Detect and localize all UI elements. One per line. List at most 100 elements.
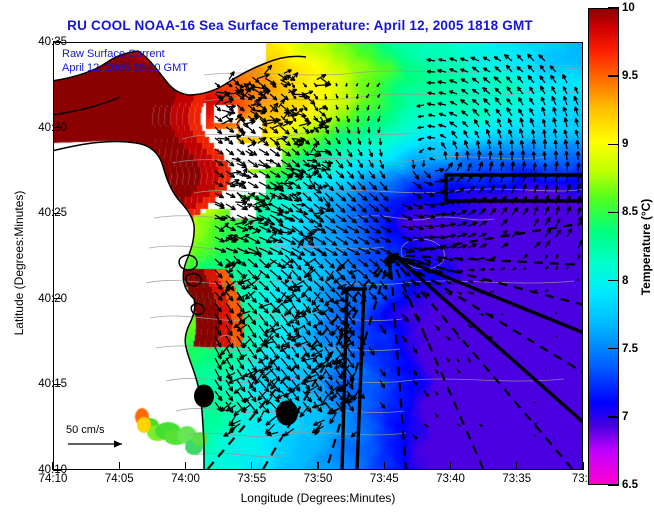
current-vector-arrow xyxy=(533,163,536,171)
current-vector-arrow xyxy=(259,149,269,155)
current-vector-arrow xyxy=(556,206,559,215)
current-vector-arrow xyxy=(532,152,535,161)
current-vector-arrow xyxy=(318,248,327,256)
current-vector-arrow xyxy=(323,197,330,207)
x-tick-label: 73:35 xyxy=(502,473,531,485)
current-vector-arrow xyxy=(242,404,251,411)
current-vector-arrow xyxy=(424,215,435,219)
current-vector-arrow xyxy=(435,391,438,395)
current-vector-arrow xyxy=(554,140,557,149)
current-vector-arrow xyxy=(472,78,479,83)
map-canvas xyxy=(54,43,582,469)
current-vector-arrow xyxy=(444,151,447,160)
current-vector-arrow xyxy=(567,267,568,270)
current-vector-arrow xyxy=(413,435,417,439)
current-vector-arrow xyxy=(438,81,446,84)
current-vector-arrow xyxy=(472,99,479,105)
current-vector-arrow xyxy=(468,358,470,362)
current-vector-arrow xyxy=(248,127,255,134)
current-vector-arrow xyxy=(479,257,485,259)
current-vector-arrow xyxy=(534,435,536,436)
current-vector-arrow xyxy=(501,243,508,248)
current-vector-arrow xyxy=(369,226,381,233)
current-vector-arrow xyxy=(303,248,315,256)
current-vector-arrow xyxy=(301,289,308,298)
current-vector-arrow xyxy=(299,122,311,126)
current-vector-arrow xyxy=(369,138,372,145)
current-vector-arrow xyxy=(257,74,270,79)
current-vector-arrow xyxy=(449,112,457,116)
current-vector-arrow xyxy=(215,116,222,122)
current-vector-arrow xyxy=(248,142,257,147)
current-vector-arrow xyxy=(259,127,268,133)
current-vector-arrow xyxy=(464,131,468,139)
current-vector-arrow xyxy=(578,240,582,248)
current-vector-arrow xyxy=(490,208,496,215)
colorbar-tick-mark xyxy=(608,416,619,417)
current-vector-arrow xyxy=(457,163,462,172)
current-vector-arrow xyxy=(402,237,412,241)
colorbar-tick-mark xyxy=(608,280,619,281)
current-vector-arrow xyxy=(452,131,457,138)
current-vector-arrow xyxy=(215,83,220,87)
current-vector-arrow xyxy=(424,259,431,263)
current-vector-arrow xyxy=(281,160,292,167)
current-vector-arrow xyxy=(310,172,317,178)
current-vector-arrow xyxy=(556,336,557,337)
current-vector-arrow xyxy=(510,140,514,149)
current-vector-arrow xyxy=(347,204,356,211)
current-vector-arrow xyxy=(402,292,409,299)
current-vector-arrow xyxy=(483,99,490,106)
current-vector-arrow xyxy=(215,402,221,411)
current-vector-arrow xyxy=(292,369,300,380)
current-vector-arrow xyxy=(325,402,333,413)
current-vector-arrow xyxy=(424,182,433,185)
x-tick-label: 73:40 xyxy=(436,473,465,485)
current-vector-arrow xyxy=(498,141,501,150)
current-vector-arrow xyxy=(300,406,309,417)
current-vector-arrow xyxy=(215,248,226,252)
x-tick-mark xyxy=(119,462,120,470)
current-vector-arrow xyxy=(350,371,356,381)
current-vector-arrow xyxy=(435,202,445,206)
current-vector-arrow xyxy=(490,291,494,292)
current-vector-arrow xyxy=(336,94,338,98)
current-vector-arrow xyxy=(457,292,461,294)
current-vector-arrow xyxy=(479,269,485,271)
current-vector-arrow xyxy=(540,86,545,94)
current-vector-arrow xyxy=(427,70,435,73)
current-vector-arrow xyxy=(304,164,317,168)
current-vector-arrow xyxy=(468,281,473,283)
current-vector-arrow xyxy=(534,402,536,403)
current-vector-arrow xyxy=(495,88,501,94)
current-vector-arrow xyxy=(270,204,282,211)
current-vector-arrow xyxy=(248,303,257,314)
current-vector-arrow xyxy=(252,230,260,233)
x-tick-label: 74:00 xyxy=(171,473,200,485)
current-vector-arrow xyxy=(468,233,476,237)
x-tick-label: 73:50 xyxy=(304,473,333,485)
current-vector-arrow xyxy=(446,358,449,362)
current-vector-arrow xyxy=(501,314,503,315)
current-vector-arrow xyxy=(380,369,385,376)
current-vector-arrow xyxy=(314,259,323,268)
current-vector-arrow xyxy=(563,74,567,83)
current-vector-arrow xyxy=(336,303,344,313)
current-vector-arrow xyxy=(522,162,526,172)
current-vector-arrow xyxy=(578,207,581,215)
current-vector-arrow xyxy=(575,87,578,94)
current-vector-arrow xyxy=(428,125,435,128)
current-vector-arrow xyxy=(530,87,534,94)
current-vector-arrow xyxy=(494,77,501,83)
current-vector-arrow xyxy=(517,67,523,72)
current-vector-arrow xyxy=(229,426,237,434)
current-vector-arrow xyxy=(336,160,343,168)
current-vector-arrow xyxy=(545,217,550,226)
current-vector-arrow xyxy=(248,380,256,392)
current-vector-arrow xyxy=(463,122,468,128)
current-vector-arrow xyxy=(306,96,315,104)
y-tick-mark xyxy=(53,213,61,214)
current-vector-arrow xyxy=(336,105,338,109)
current-vector-arrow xyxy=(424,225,434,229)
x-tick-label: 74:05 xyxy=(105,473,134,485)
